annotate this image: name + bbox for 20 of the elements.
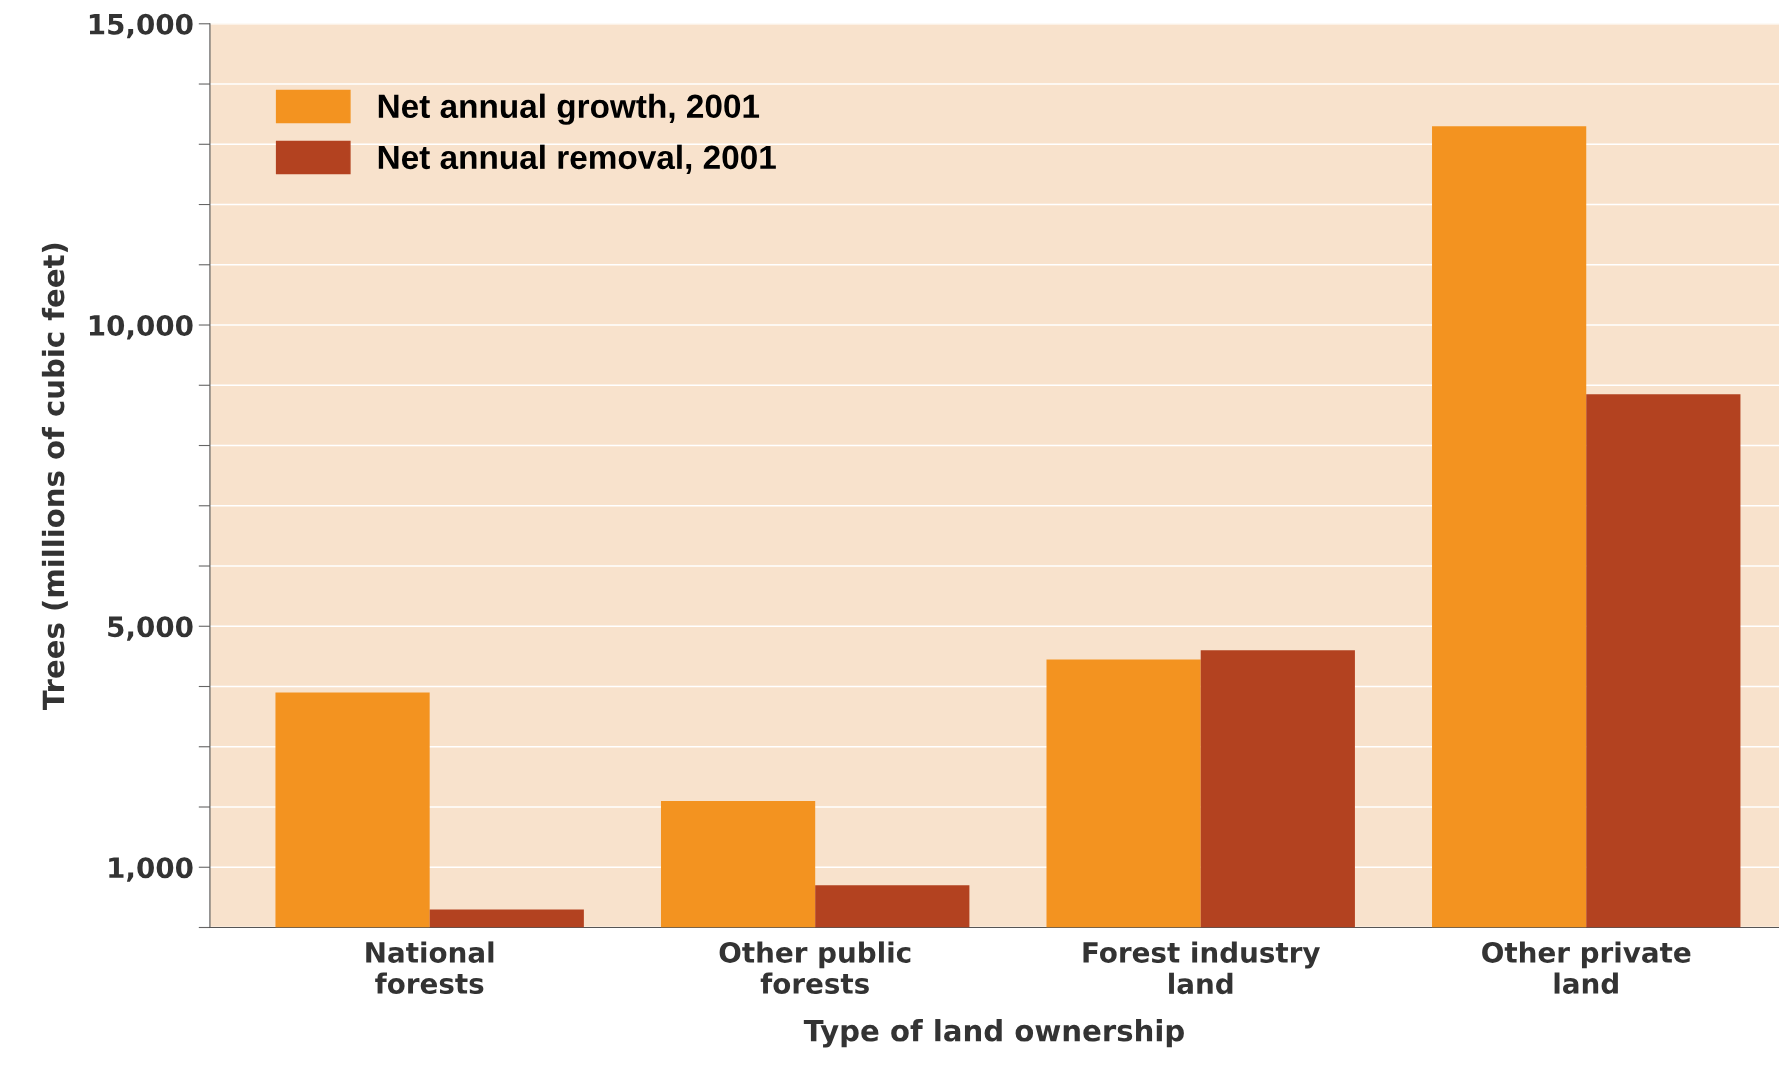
bar xyxy=(660,800,816,928)
bar xyxy=(275,692,430,928)
bar xyxy=(1586,394,1741,928)
y-tick-label: 15,000 xyxy=(89,13,193,39)
y-tick-label: 5,000 xyxy=(108,616,193,641)
legend-label: Net annual growth, 2001 xyxy=(378,93,760,125)
y-tick-label: 1,000 xyxy=(109,857,193,882)
legend-label: Net annual removal, 2001 xyxy=(378,144,776,175)
bar xyxy=(1200,650,1355,928)
y-tick-label: 10,000 xyxy=(89,314,193,340)
bar xyxy=(429,909,584,928)
x-tick-label: Other public forests xyxy=(719,941,911,994)
y-axis-title: Trees (millions of cubic feet) xyxy=(41,243,68,710)
x-axis-title: Type of land ownership xyxy=(803,1019,1184,1048)
x-tick-label: National forests xyxy=(366,941,494,994)
bar xyxy=(1046,659,1201,928)
bar xyxy=(1432,126,1587,928)
bar xyxy=(815,885,970,928)
x-tick-label: Forest industry land xyxy=(1083,941,1320,995)
x-tick-label: Other private land xyxy=(1482,941,1691,994)
